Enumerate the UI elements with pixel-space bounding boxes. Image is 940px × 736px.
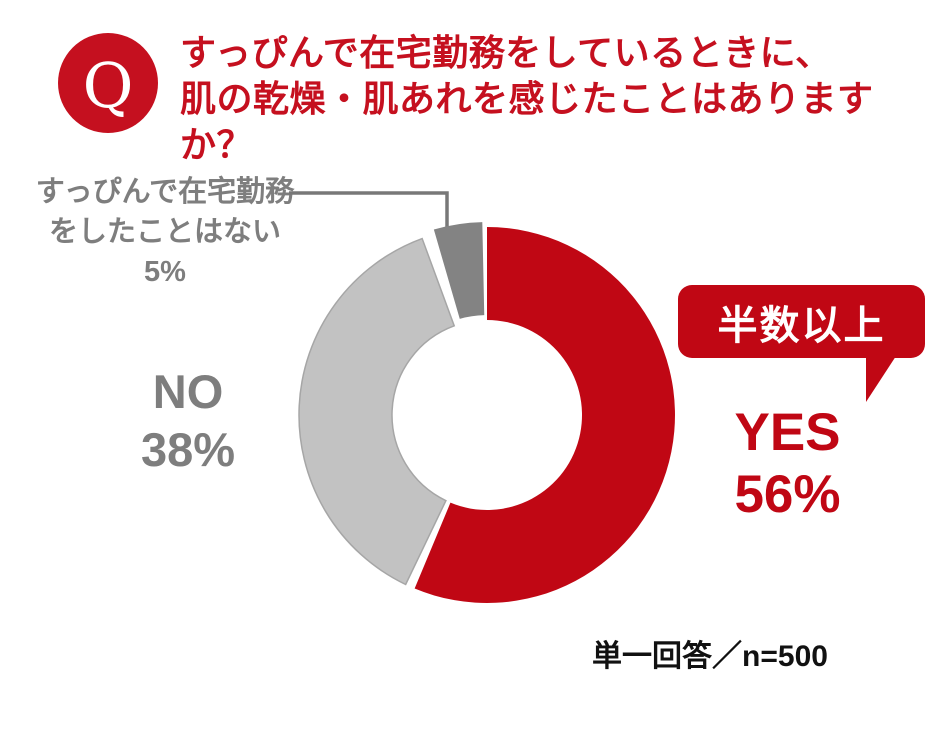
callout-tail-shape xyxy=(866,353,898,402)
segment-label-none: すっぴんで在宅勤務 をしたことはない 5% xyxy=(22,172,308,292)
leader-line xyxy=(289,191,449,231)
question-badge: Q xyxy=(58,33,158,133)
segment-label-yes-word: YES xyxy=(734,403,841,462)
segment-label-none-pct: 5% xyxy=(144,256,186,288)
donut-chart xyxy=(298,222,675,603)
segment-label-no-pct: 38% xyxy=(140,423,236,476)
callout-bubble: 半数以上 xyxy=(678,285,925,358)
segment-label-none-line1: すっぴんで在宅勤務 xyxy=(35,176,295,208)
callout-text: 半数以上 xyxy=(717,303,886,348)
donut-segment-yes xyxy=(414,227,675,603)
survey-note: 単一回答／n=500 xyxy=(592,640,828,673)
segment-label-no: NO 38% xyxy=(88,363,288,479)
leader-line-path xyxy=(289,191,449,231)
segment-label-no-word: NO xyxy=(152,365,224,418)
segment-label-none-line2: をしたことはない xyxy=(48,216,281,248)
donut-segment-no xyxy=(298,237,456,586)
callout-tail xyxy=(866,353,898,402)
q-letter: Q xyxy=(82,49,134,122)
segment-label-yes: YES 56% xyxy=(690,402,885,526)
donut-segment-none xyxy=(433,222,485,319)
segment-label-yes-pct: 56% xyxy=(734,465,841,524)
question-title: すっぴんで在宅勤務をしているときに、 肌の乾燥・肌あれを感じたことはありますか？ xyxy=(180,30,920,168)
question-title-line1: すっぴんで在宅勤務をしているときに、 xyxy=(180,32,832,73)
question-title-line2: 肌の乾燥・肌あれを感じたことはありますか？ xyxy=(180,78,874,165)
